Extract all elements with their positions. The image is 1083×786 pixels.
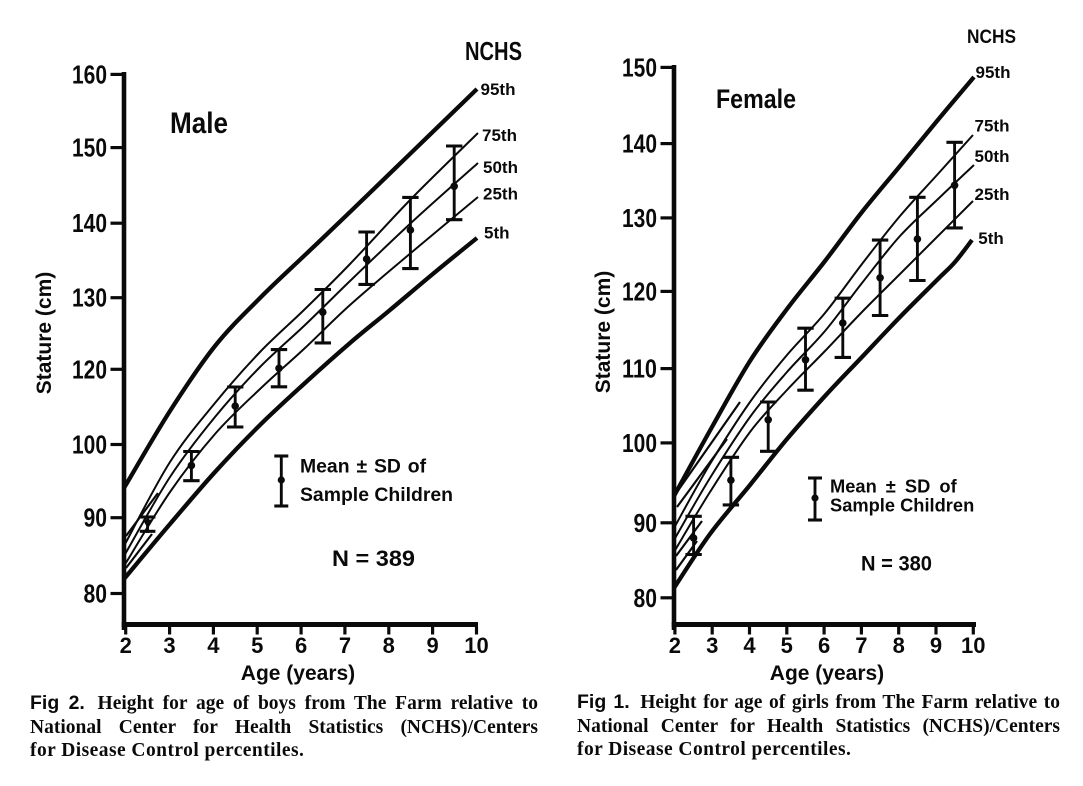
svg-text:25th: 25th bbox=[975, 185, 1010, 204]
svg-text:10: 10 bbox=[464, 633, 488, 658]
svg-text:Stature (cm): Stature (cm) bbox=[33, 272, 56, 395]
svg-text:N = 380: N = 380 bbox=[861, 553, 932, 576]
svg-text:3: 3 bbox=[706, 633, 718, 658]
svg-text:50th: 50th bbox=[975, 147, 1010, 166]
svg-text:NCHS: NCHS bbox=[967, 26, 1016, 48]
svg-text:6: 6 bbox=[818, 633, 830, 658]
svg-text:95th: 95th bbox=[481, 80, 516, 99]
svg-text:90: 90 bbox=[634, 510, 658, 538]
svg-text:6: 6 bbox=[295, 633, 307, 658]
svg-text:25th: 25th bbox=[483, 185, 518, 204]
svg-text:100: 100 bbox=[622, 430, 657, 458]
svg-text:N = 389: N = 389 bbox=[332, 546, 415, 571]
svg-text:2: 2 bbox=[120, 633, 132, 658]
svg-text:10: 10 bbox=[961, 633, 985, 658]
svg-text:110: 110 bbox=[622, 356, 657, 384]
svg-text:NCHS: NCHS bbox=[465, 36, 522, 66]
svg-text:9: 9 bbox=[930, 633, 942, 658]
svg-text:120: 120 bbox=[72, 356, 107, 384]
svg-text:Sample Children: Sample Children bbox=[830, 495, 974, 516]
svg-text:8: 8 bbox=[893, 633, 905, 658]
svg-text:130: 130 bbox=[72, 285, 107, 313]
svg-text:5: 5 bbox=[781, 633, 793, 658]
svg-text:75th: 75th bbox=[975, 117, 1010, 136]
svg-text:160: 160 bbox=[72, 61, 107, 89]
svg-text:80: 80 bbox=[84, 581, 108, 609]
svg-text:Mean ± SD of: Mean ± SD of bbox=[300, 456, 427, 478]
svg-text:75th: 75th bbox=[482, 126, 517, 145]
svg-text:140: 140 bbox=[72, 210, 107, 238]
svg-text:Sample Children: Sample Children bbox=[300, 484, 453, 506]
svg-text:Stature (cm): Stature (cm) bbox=[592, 271, 615, 394]
svg-text:80: 80 bbox=[634, 585, 658, 613]
svg-text:100: 100 bbox=[72, 432, 107, 460]
svg-text:Male: Male bbox=[170, 107, 228, 140]
svg-text:7: 7 bbox=[855, 633, 867, 658]
svg-text:3: 3 bbox=[163, 633, 175, 658]
svg-text:Mean ± SD of: Mean ± SD of bbox=[830, 476, 958, 497]
svg-text:140: 140 bbox=[622, 131, 657, 159]
svg-text:4: 4 bbox=[743, 633, 756, 658]
svg-text:120: 120 bbox=[622, 278, 657, 306]
svg-text:150: 150 bbox=[622, 54, 657, 82]
svg-text:2: 2 bbox=[669, 633, 681, 658]
svg-text:5th: 5th bbox=[484, 224, 510, 243]
svg-text:4: 4 bbox=[207, 633, 220, 658]
svg-text:150: 150 bbox=[72, 135, 107, 163]
svg-text:5: 5 bbox=[251, 633, 263, 658]
svg-text:7: 7 bbox=[339, 633, 351, 658]
svg-text:95th: 95th bbox=[976, 63, 1011, 82]
svg-text:Age (years): Age (years) bbox=[241, 662, 355, 685]
svg-text:130: 130 bbox=[622, 205, 657, 233]
svg-text:50th: 50th bbox=[483, 158, 518, 177]
svg-text:5th: 5th bbox=[978, 229, 1004, 248]
svg-text:Age (years): Age (years) bbox=[770, 662, 884, 685]
svg-text:90: 90 bbox=[84, 505, 108, 533]
svg-text:Female: Female bbox=[716, 84, 796, 114]
svg-text:8: 8 bbox=[383, 633, 395, 658]
svg-text:9: 9 bbox=[427, 633, 439, 658]
